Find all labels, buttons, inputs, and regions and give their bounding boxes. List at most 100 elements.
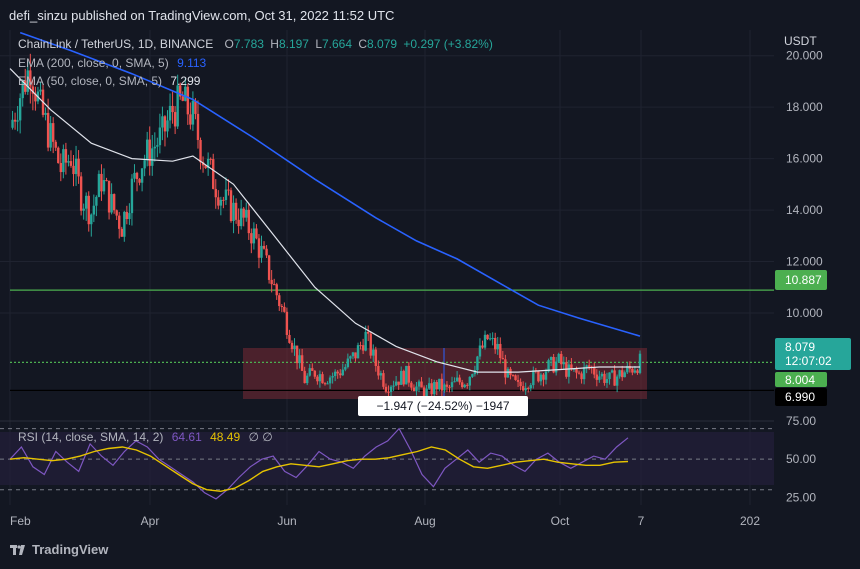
candle-body (290, 342, 294, 350)
candle-body (450, 382, 454, 388)
candle-body (557, 353, 560, 362)
candle-body (412, 387, 416, 392)
currency-label[interactable]: USDT (784, 34, 817, 48)
candle-body (417, 381, 421, 387)
candle-body (69, 161, 73, 166)
ema200-line (19, 31, 641, 337)
candle-body (364, 331, 367, 351)
candle-body (102, 180, 106, 192)
candle-body (90, 214, 93, 225)
candle-body (445, 384, 449, 387)
symbol-label[interactable]: ChainLink / TetherUS, 1D, BINANCE (18, 37, 214, 51)
x-axis-labels: Feb Apr Jun Aug Oct 7 202 (10, 514, 760, 528)
rsi-ma-value: 48.49 (210, 430, 241, 444)
candle-body (516, 379, 520, 382)
candle-body (13, 119, 17, 122)
rsi-tick-label: 75.00 (786, 414, 816, 428)
candle-body (379, 373, 383, 376)
measure-label-box (358, 396, 528, 416)
candle-body (415, 386, 418, 392)
candle-body (435, 382, 438, 390)
candle-body (430, 383, 433, 395)
candle-body (252, 228, 256, 244)
open-label: O (224, 37, 234, 51)
candle-body (468, 376, 471, 386)
candle-body (636, 370, 639, 373)
candle-body (191, 100, 195, 125)
candle-body (422, 387, 426, 398)
candle-body (392, 385, 395, 387)
tradingview-logo[interactable]: TradingView (10, 542, 108, 557)
candle-body (140, 168, 144, 183)
candle-body (95, 196, 98, 206)
candle-body (275, 284, 278, 296)
candle-body (189, 114, 192, 125)
legend-main[interactable]: ChainLink / TetherUS, 1D, BINANCE O7.783… (18, 37, 493, 51)
x-tick-label: Aug (414, 514, 435, 528)
candle-body (336, 371, 339, 374)
level-low-badge (775, 388, 827, 406)
candle-body (184, 86, 187, 101)
candle-body (331, 376, 334, 378)
candle-body (400, 370, 403, 385)
candle-body (51, 123, 55, 142)
legend-rsi[interactable]: RSI (14, close, SMA, 14, 2) 64.61 48.49 … (18, 430, 273, 444)
candle-body (615, 376, 619, 386)
candle-body (521, 386, 525, 391)
candle-body (245, 209, 248, 218)
x-tick-label: Feb (10, 514, 31, 528)
candle-body (161, 116, 164, 128)
candle-body (97, 173, 101, 197)
candle-body (455, 377, 459, 382)
candle-body (366, 331, 370, 334)
candle-body (199, 139, 202, 163)
candle-body (333, 371, 337, 377)
candle-body (382, 373, 385, 387)
low-value: 7.664 (322, 37, 353, 51)
candle-body (351, 352, 355, 357)
candle-body (562, 362, 565, 365)
candle-body (179, 85, 182, 97)
candle-body (626, 366, 629, 373)
x-tick-label: 7 (638, 514, 645, 528)
candle-body (214, 188, 217, 198)
candle-body (554, 361, 558, 373)
candle-body (344, 367, 347, 370)
candle-body (255, 228, 258, 239)
candle-body (77, 158, 80, 177)
candle-body (118, 215, 121, 229)
candle-body (514, 375, 517, 380)
candle-body (549, 356, 553, 361)
candle-body (511, 374, 515, 376)
legend-ema50[interactable]: EMA (50, close, 0, SMA, 5) 7.299 (18, 74, 200, 88)
ema50-line (9, 68, 640, 373)
candle-body (18, 98, 22, 121)
close-value: 8.079 (367, 37, 398, 51)
candle-body (433, 382, 436, 395)
price-chart[interactable]: 20.000 18.000 16.000 14.000 12.000 10.000 Feb… (0, 0, 860, 535)
candle-body (153, 146, 156, 149)
candle-body (339, 373, 342, 376)
y-tick-label: 14.000 (786, 203, 823, 217)
rsi-value: 64.61 (171, 430, 202, 444)
candle-body (377, 365, 380, 376)
candle-body (308, 368, 311, 376)
candle-body (539, 374, 543, 382)
candle-body (57, 147, 60, 164)
candle-body (323, 383, 327, 385)
high-label: H (270, 37, 279, 51)
candle-body (623, 372, 626, 378)
legend-ema200[interactable]: EMA (200, close, 0, SMA, 5) 9.113 (18, 56, 206, 70)
candle-body (173, 112, 177, 127)
candle-body (272, 284, 276, 286)
price-badge-value: 8.079 (785, 340, 815, 354)
ema50-value: 7.299 (170, 74, 201, 88)
candle-body (143, 160, 146, 169)
candle-body (542, 374, 545, 380)
candles (11, 53, 642, 403)
candle-body (570, 364, 573, 370)
candle-body (120, 228, 123, 237)
candle-body (524, 387, 527, 391)
candle-body (410, 382, 413, 388)
